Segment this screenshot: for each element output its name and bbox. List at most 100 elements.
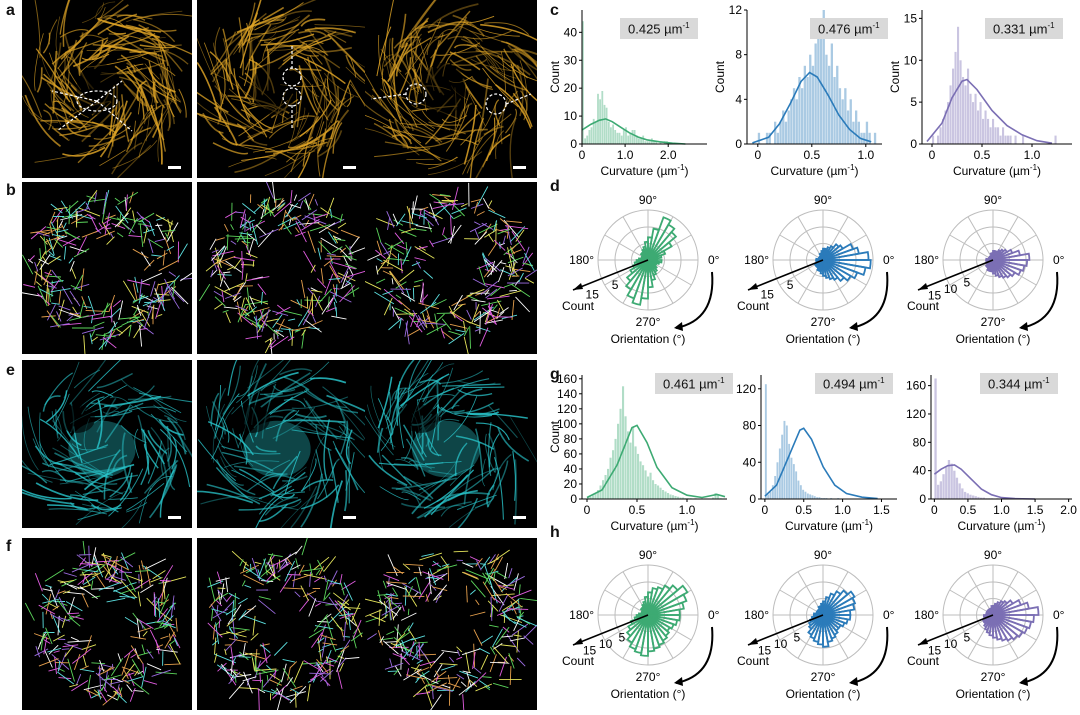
filament-trace [152,570,166,580]
count-axis-arrowhead [748,283,758,290]
filament-trace [286,574,301,576]
filament-trace [392,653,407,660]
filament-trace [260,207,276,219]
filament-trace [398,300,411,311]
filament-trace [501,635,513,638]
filament-trace [516,657,526,667]
hist-bar [624,416,627,499]
hist-bar [582,21,584,145]
filament-trace [310,287,318,292]
rose-wedge [647,614,671,638]
filament-trace [225,235,249,238]
filament-trace [494,593,501,597]
filament-trace [121,316,140,326]
micrograph-gold-1-2 [197,0,367,178]
y-tick-label: 10 [904,53,918,67]
filament-trace [235,305,248,312]
filament-trace [399,653,410,666]
filament [249,392,283,405]
filament-trace [39,235,48,245]
filament-trace [472,665,482,674]
filament-trace [275,306,291,316]
filament-trace [244,316,265,329]
filament [440,406,492,418]
rose-wedge [990,604,994,616]
filament-trace [343,582,353,601]
filament [374,148,431,158]
filament-trace [69,315,89,321]
filament-trace [447,674,451,685]
filament-trace [208,595,221,608]
filament [260,372,311,408]
hist-bar [942,474,945,499]
filament [243,103,272,129]
filament [117,144,152,178]
count-label: Count [737,299,770,313]
filament-trace [243,671,253,694]
filament [121,432,133,494]
y-tick-label: 80 [913,435,927,449]
filament-trace [411,261,420,267]
filament-trace [441,684,451,689]
filament-trace [104,214,116,220]
filament-trace [102,192,108,215]
filament-trace [155,601,166,604]
filament-trace [508,262,516,280]
filament [483,125,504,136]
filament-trace [336,668,343,689]
hist-bar [974,496,977,499]
filament-trace [156,644,164,648]
hist-bar [798,77,801,144]
filament-trace [431,236,454,245]
hist-bar [607,121,610,144]
hist-bar [818,497,821,499]
filament-trace [128,235,143,238]
filament-trace [288,318,296,321]
filament-trace [406,674,426,680]
hist-bar [1054,135,1057,144]
hist-bar [809,54,812,145]
filament-trace [238,656,251,658]
filament [59,0,70,35]
filament-trace [139,223,144,247]
filament-trace [62,322,82,326]
hist-bar [635,135,638,144]
filament [513,48,537,80]
y-axis-label: Count [888,60,902,93]
filament [345,429,353,465]
filament [449,59,472,71]
filament-trace [417,653,437,656]
rose-wedge [647,586,665,616]
filament-trace [241,580,246,587]
filament-trace [140,620,144,629]
filament-trace [118,571,132,573]
filament-trace [112,677,123,683]
orientation-label: Orientation (°) [956,332,1031,346]
rose-wedge [642,245,649,261]
x-axis-label-sup: -1 [1034,518,1042,527]
filament [126,62,154,98]
filament-trace [309,224,331,232]
filament-trace [340,645,350,653]
y-tick-label: 20 [564,477,578,491]
filament [291,45,319,57]
filament-trace [65,231,81,241]
filament-trace [275,322,292,330]
filament [435,42,481,56]
filament-trace [298,192,311,202]
filament [238,17,244,76]
hist-bar [649,472,652,499]
filament-trace [141,216,151,223]
filament [81,2,105,24]
filament [315,424,332,451]
filament-trace [304,198,310,211]
annotation-arrows [370,83,532,115]
filament-trace [469,556,481,562]
filament-trace [287,336,295,342]
filament-trace [499,218,509,226]
filament-trace [139,279,143,301]
filament-trace [260,204,274,214]
filament [309,55,328,97]
filament-trace [247,608,254,611]
filament-trace [269,339,277,348]
